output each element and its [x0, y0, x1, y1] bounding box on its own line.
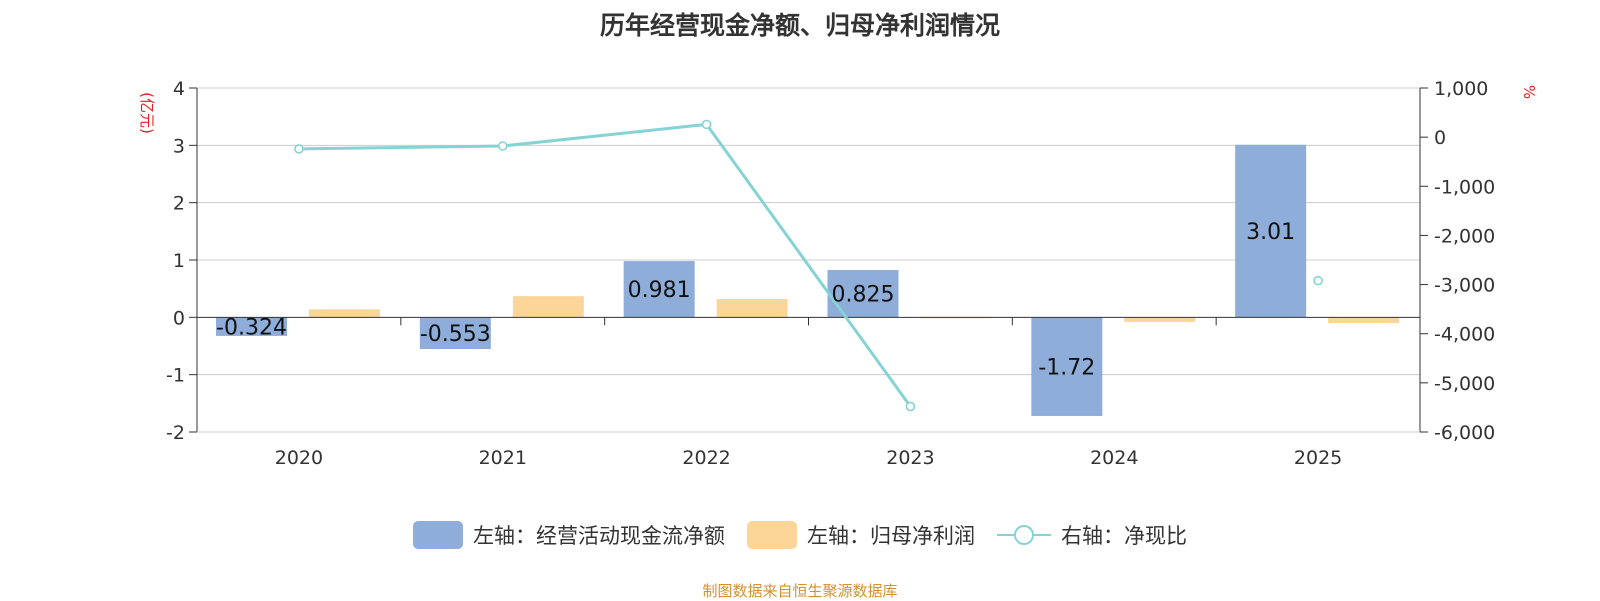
left-axis-tick-label: 4 [173, 78, 185, 100]
data-label-cashflow: 3.01 [1246, 220, 1295, 245]
left-axis-tick-label: -1 [166, 365, 185, 387]
left-axis-tick-label: 1 [173, 250, 185, 272]
axes: -2 -1 0 1 2 3 4 -6,000 -5,000 -4,000 -3,000 -2,000 -… [166, 78, 1495, 469]
right-axis-tick-label: -1,000 [1434, 176, 1495, 198]
legend-item-ratio[interactable]: 右轴：净现比 [997, 520, 1187, 550]
legend-label-net-profit: 左轴：归母净利润 [807, 524, 975, 548]
x-axis-tick-label: 2025 [1294, 447, 1342, 469]
ratio-point [294, 144, 304, 154]
bar-cashflow [1235, 144, 1307, 318]
ratio-point [1313, 275, 1323, 286]
left-axis-tick-label: 0 [173, 307, 185, 329]
bar-cashflow [623, 261, 695, 318]
data-label-cashflow: 0.981 [628, 278, 691, 303]
legend-label-ratio: 右轴：净现比 [1061, 524, 1187, 548]
data-label-cashflow: -0.553 [420, 322, 491, 347]
bars [216, 144, 1400, 416]
ratio-point [497, 141, 508, 151]
x-axis-tick-label: 2022 [682, 447, 730, 469]
bar-cashflow [419, 317, 491, 350]
legend-swatch-net-profit [747, 521, 797, 549]
bar-net-profit [716, 298, 788, 318]
right-axis-tick-label: -4,000 [1434, 324, 1495, 346]
bar-net-profit [1328, 317, 1400, 324]
legend: 左轴：经营活动现金流净额 左轴：归母净利润 右轴：净现比 [0, 520, 1600, 550]
right-axis-tick-label: 0 [1434, 127, 1446, 149]
legend-item-net-profit[interactable]: 左轴：归母净利润 [747, 520, 975, 550]
ratio-line-path [298, 122, 912, 408]
left-axis-tick-label: -2 [166, 422, 185, 444]
bar-net-profit [512, 296, 584, 318]
left-axis-tick-label: 3 [173, 135, 185, 157]
legend-label-cashflow: 左轴：经营活动现金流净额 [473, 524, 725, 548]
legend-item-cashflow[interactable]: 左轴：经营活动现金流净额 [413, 520, 725, 550]
x-axis-tick-label: 2020 [275, 447, 323, 469]
x-axis-tick-label: 2023 [886, 447, 934, 469]
bar-net-profit [1124, 317, 1196, 322]
x-axis-tick-label: 2021 [479, 447, 527, 469]
data-label-cashflow: -1.72 [1038, 356, 1095, 381]
bar-cashflow [1031, 317, 1103, 416]
data-label-cashflow: 0.825 [832, 283, 895, 308]
ratio-line [294, 119, 1323, 412]
right-axis-tick-label: -3,000 [1434, 275, 1495, 297]
bar-net-profit [309, 309, 380, 318]
left-axis-unit: (亿元) [138, 92, 156, 134]
right-axis-unit: % [1520, 85, 1538, 99]
right-axis-tick-label: 1,000 [1434, 78, 1488, 100]
x-axis-tick-label: 2024 [1090, 447, 1138, 469]
bar-cashflow [216, 317, 287, 336]
right-axis-tick-label: -2,000 [1434, 225, 1495, 247]
left-axis-tick-label: 2 [173, 193, 185, 215]
ratio-point [701, 119, 712, 130]
right-axis-tick-label: -6,000 [1434, 422, 1495, 444]
data-labels: -0.324 -0.553 0.981 0.825 -1.72 3.01 [216, 220, 1295, 381]
legend-line-circle-icon [997, 525, 1051, 545]
legend-swatch-cashflow [413, 521, 463, 549]
chart-title: 历年经营现金净额、归母净利润情况 [599, 11, 1000, 40]
ratio-point [905, 401, 916, 412]
right-axis-tick-label: -5,000 [1434, 373, 1495, 395]
data-label-cashflow: -0.324 [216, 316, 287, 341]
source-note: 制图数据来自恒生聚源数据库 [702, 582, 898, 600]
